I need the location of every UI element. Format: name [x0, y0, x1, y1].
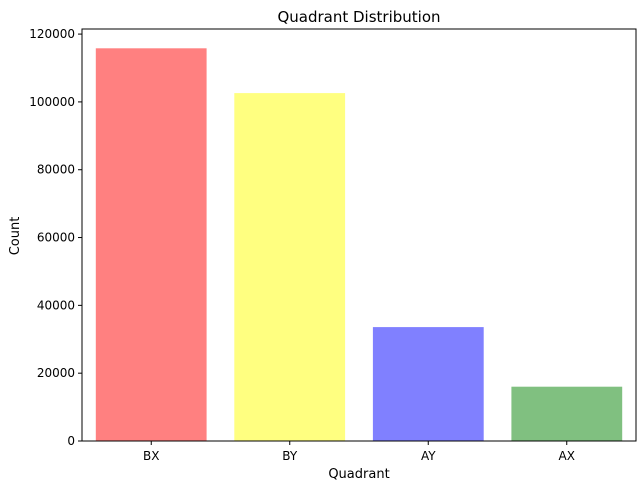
x-tick-label: BY — [282, 449, 298, 463]
x-tick-label: AY — [421, 449, 436, 463]
y-tick-label: 120000 — [29, 27, 75, 41]
x-tick-label: BX — [143, 449, 159, 463]
x-axis-label: Quadrant — [328, 467, 389, 482]
y-tick-label: 60000 — [37, 231, 75, 245]
y-axis-label: Count — [8, 217, 23, 256]
plot-area: BX BY AY AX 0 20000 40000 60000 80000 100000 12000… — [29, 27, 637, 463]
y-tick-label: 40000 — [37, 298, 75, 312]
bar-ax — [511, 386, 623, 441]
chart-title: Quadrant Distribution — [277, 8, 440, 26]
y-tick-label: 20000 — [37, 366, 75, 380]
y-tick-label: 0 — [67, 434, 75, 448]
y-tick-label: 100000 — [29, 95, 75, 109]
bar-bx — [95, 48, 207, 442]
y-tick-label: 80000 — [37, 163, 75, 177]
axes-frame — [81, 28, 637, 442]
bar-by — [234, 93, 346, 441]
x-tick-label: AX — [559, 449, 575, 463]
bar-ay — [372, 327, 484, 441]
